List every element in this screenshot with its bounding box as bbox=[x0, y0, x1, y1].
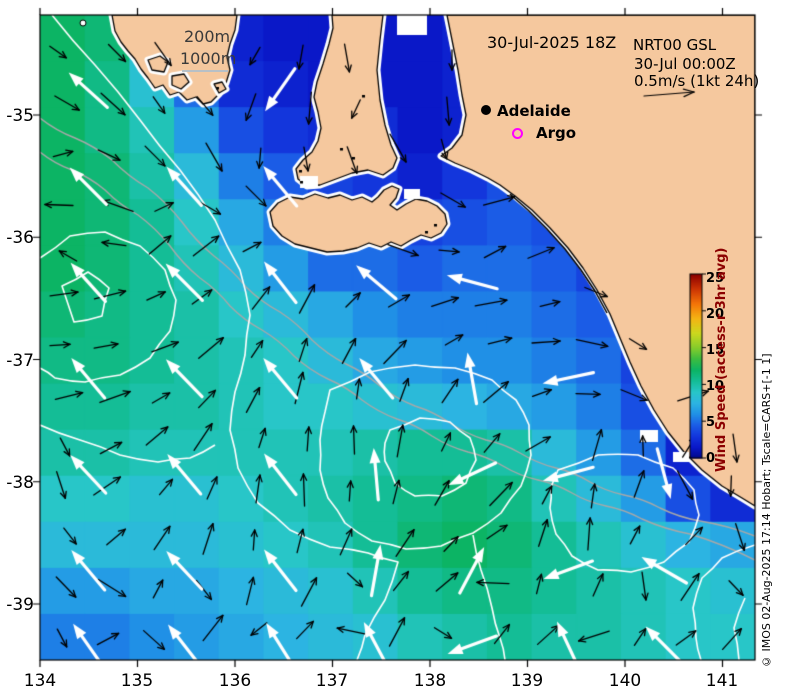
x-tick-label: 140 bbox=[608, 671, 642, 691]
colorbar-tick-10: 10 bbox=[706, 379, 725, 394]
plot-date-title: 30-Jul-2025 18Z bbox=[487, 33, 617, 52]
y-tick-label: -37 bbox=[6, 351, 34, 371]
contour-legend-line-sample bbox=[182, 70, 228, 72]
y-tick-label: -38 bbox=[6, 473, 34, 493]
model-run-name: NRT00 GSL bbox=[633, 36, 717, 54]
colorbar-tick-0: 0 bbox=[706, 451, 716, 466]
x-tick-label: 134 bbox=[23, 671, 57, 691]
x-tick-label: 138 bbox=[413, 671, 447, 691]
adelaide-marker bbox=[481, 105, 491, 115]
contour-legend-200m: 200m bbox=[184, 27, 231, 46]
model-run-time: 30-Jul 00:00Z bbox=[634, 55, 736, 73]
colorbar-tick-25: 25 bbox=[706, 271, 725, 286]
colorbar-tick-15: 15 bbox=[706, 343, 725, 358]
y-tick-label: -35 bbox=[6, 106, 34, 126]
y-tick-label: -36 bbox=[6, 228, 34, 248]
x-tick-label: 141 bbox=[705, 671, 739, 691]
quiver-scale-label: 0.5m/s (1kt 24h) bbox=[634, 72, 760, 90]
x-tick-label: 139 bbox=[510, 671, 544, 691]
colorbar-tick-20: 20 bbox=[706, 307, 725, 322]
colorbar-tick-5: 5 bbox=[706, 415, 716, 430]
adelaide-label: Adelaide bbox=[497, 102, 571, 120]
argo-marker bbox=[512, 128, 523, 139]
argo-label: Argo bbox=[536, 124, 577, 142]
x-tick-label: 135 bbox=[120, 671, 154, 691]
x-tick-label: 137 bbox=[315, 671, 349, 691]
x-tick-label: 136 bbox=[218, 671, 252, 691]
y-tick-label: -39 bbox=[6, 595, 34, 615]
contour-legend-1000m: 1000m bbox=[180, 49, 237, 68]
colorbar-title: Wind Speed (access-r 3hr avg) bbox=[714, 247, 729, 473]
credit-text: © IMOS 02-Aug-2025 17:14 Hobart; Tscale=… bbox=[760, 353, 773, 668]
